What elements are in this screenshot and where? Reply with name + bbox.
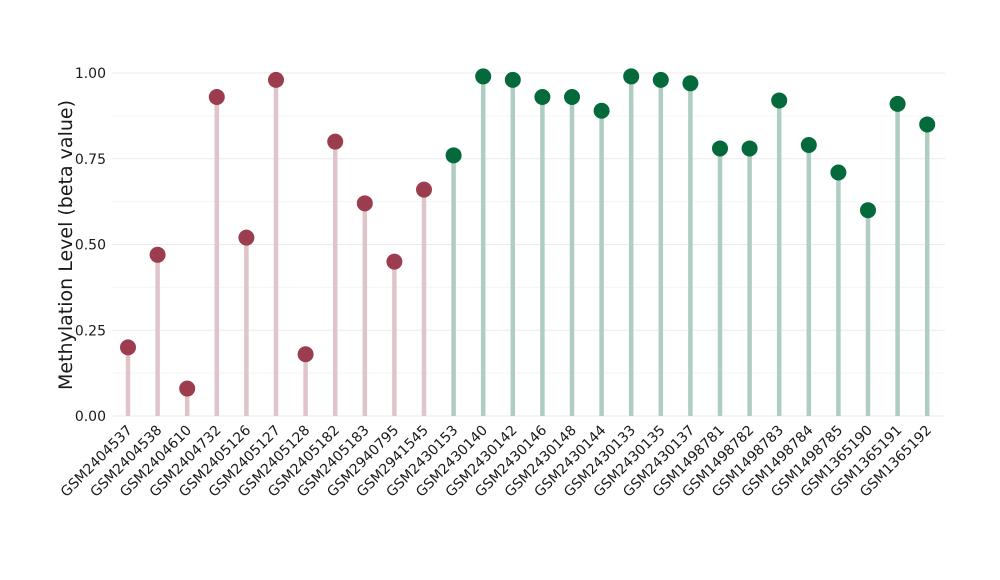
point-GSM2430153 xyxy=(445,147,462,164)
point-GSM2404732 xyxy=(208,89,225,106)
stems xyxy=(125,76,930,416)
point-GSM1365191 xyxy=(889,95,906,112)
point-GSM2405182 xyxy=(327,133,344,150)
point-GSM2404538 xyxy=(149,246,166,263)
point-GSM2430137 xyxy=(682,75,699,92)
point-GSM1365190 xyxy=(860,202,876,219)
point-GSM2404537 xyxy=(120,339,136,356)
point-GSM2430133 xyxy=(623,68,640,85)
y-axis-title: Methylation Level (beta value) xyxy=(55,100,77,390)
y-tick-label: 0.50 xyxy=(75,238,106,254)
y-tick-label: 1.00 xyxy=(75,66,106,82)
point-GSM2940795 xyxy=(386,253,403,270)
point-GSM2430142 xyxy=(504,71,521,88)
y-tick-label: 0.00 xyxy=(75,409,106,425)
point-GSM2405183 xyxy=(356,195,373,212)
x-axis-ticks: GSM2404537GSM2404538GSM2404610GSM2404732… xyxy=(58,422,935,500)
y-tick-label: 0.25 xyxy=(75,323,106,339)
point-GSM1498782 xyxy=(741,140,758,157)
point-GSM2404610 xyxy=(179,380,196,397)
point-GSM2405128 xyxy=(297,346,314,363)
point-GSM2430140 xyxy=(475,68,492,85)
y-tick-label: 0.75 xyxy=(75,152,106,168)
point-GSM2405127 xyxy=(268,71,284,88)
point-GSM2405126 xyxy=(238,229,255,246)
point-GSM2430146 xyxy=(534,89,551,106)
point-GSM1498784 xyxy=(800,137,817,154)
y-axis-ticks: 0.00 0.25 0.50 0.75 1.00 xyxy=(75,66,106,425)
point-GSM2430144 xyxy=(593,102,610,119)
point-GSM2941545 xyxy=(416,181,432,198)
point-GSM2430135 xyxy=(652,71,669,88)
point-GSM2430148 xyxy=(564,89,580,106)
point-GSM1365192 xyxy=(919,116,936,133)
point-GSM1498785 xyxy=(830,164,847,181)
point-GSM1498783 xyxy=(771,92,788,109)
grid-lines xyxy=(112,72,945,417)
point-GSM1498781 xyxy=(712,140,728,157)
points xyxy=(120,68,936,397)
